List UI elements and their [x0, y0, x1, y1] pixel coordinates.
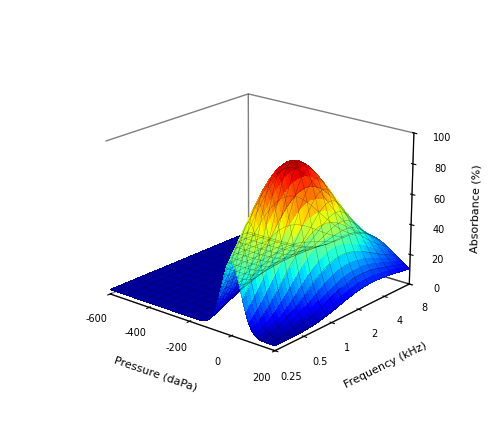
X-axis label: Pressure (daPa): Pressure (daPa) — [112, 354, 198, 392]
Y-axis label: Frequency (kHz): Frequency (kHz) — [342, 340, 428, 389]
